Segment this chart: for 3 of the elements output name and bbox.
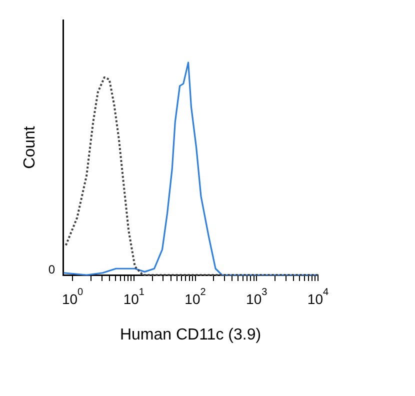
text: 0 bbox=[48, 262, 56, 276]
y-axis-title: Count bbox=[21, 126, 38, 169]
x-axis-title: Human CD11c (3.9) bbox=[120, 326, 262, 344]
